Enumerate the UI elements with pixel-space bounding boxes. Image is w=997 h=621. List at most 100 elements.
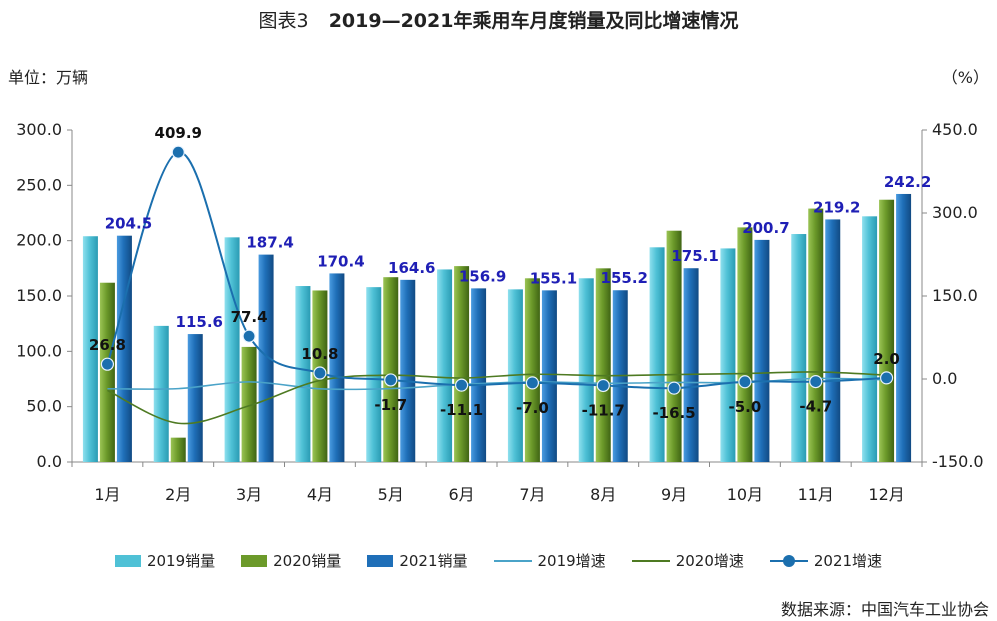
x-tick-label: 5月 [378, 485, 404, 504]
growth-2021-label: 2.0 [873, 350, 900, 368]
bar-2019-sales [578, 278, 594, 462]
sales-2021-label: 187.4 [246, 234, 293, 252]
legend-label: 2020增速 [675, 552, 744, 570]
bar-2021-sales [187, 334, 203, 462]
right-tick-label: 300.0 [932, 203, 978, 222]
sales-2021-label: 155.1 [530, 269, 577, 287]
growth-2021-point [667, 381, 681, 395]
growth-2021-label: -4.7 [799, 398, 832, 416]
sales-2021-label: 200.7 [742, 219, 789, 237]
sales-2021-label: 170.4 [317, 252, 364, 270]
legend-label: 2020销量 [273, 552, 342, 570]
title-text: 2019—2021年乘用车月度销量及同比增速情况 [328, 10, 739, 32]
chart-title: 图表3 2019—2021年乘用车月度销量及同比增速情况 [0, 6, 997, 33]
left-tick-label: 200.0 [16, 231, 62, 250]
legend-item-2021-growth: 2021增速 [769, 550, 883, 571]
bar-2021-sales [471, 288, 487, 462]
bar-2021-sales [329, 273, 345, 462]
growth-2021-point [525, 376, 540, 390]
growth-2021-label: 10.8 [301, 345, 338, 363]
legend-label: 2021增速 [813, 552, 883, 570]
sales-2021-label: 204.5 [105, 215, 152, 233]
growth-2021-point [454, 378, 469, 392]
growth-2021-label: -11.7 [582, 401, 625, 419]
legend-item-2020-sales: 2020销量 [241, 550, 341, 571]
bar-2021-sales [258, 254, 274, 462]
x-tick-label: 9月 [661, 485, 687, 504]
x-tick-label: 6月 [448, 485, 474, 504]
bar-2019-sales [366, 287, 382, 462]
bar-2019-sales [862, 216, 878, 462]
legend-item-2019-sales: 2019销量 [114, 550, 216, 571]
left-tick-label: 0.0 [37, 452, 62, 471]
sales-2021-label: 115.6 [176, 313, 223, 331]
bar-2021-sales [825, 219, 841, 462]
x-tick-label: 8月 [590, 485, 616, 504]
legend-label: 2019销量 [146, 552, 216, 570]
line-2020-growth [107, 371, 887, 425]
growth-2021-point [313, 366, 327, 380]
legend-item-2019-growth: 2019增速 [493, 550, 606, 571]
x-tick-label: 12月 [868, 485, 904, 504]
bar-2019-sales [295, 286, 311, 462]
growth-2021-point [809, 375, 823, 389]
sales-2021-label: 219.2 [813, 198, 860, 216]
bar-2020-sales [808, 208, 824, 462]
left-tick-label: 250.0 [16, 175, 62, 194]
legend-swatch [769, 554, 808, 567]
left-tick-label: 300.0 [16, 120, 62, 139]
left-tick-label: 50.0 [26, 397, 62, 416]
growth-2021-label: 77.4 [231, 308, 268, 326]
right-tick-label: 450.0 [932, 120, 978, 139]
sales-2021-label: 155.2 [601, 269, 648, 287]
bar-2019-sales [153, 325, 169, 462]
right-tick-label: -150.0 [932, 452, 984, 471]
right-tick-label: 0.0 [932, 369, 957, 388]
sales-2021-label: 242.2 [884, 173, 931, 191]
growth-2021-label: -5.0 [729, 398, 762, 416]
right-axis-unit: （%） [941, 68, 989, 87]
legend-label: 2019增速 [537, 552, 606, 570]
growth-2021-label: 26.8 [89, 336, 126, 354]
x-tick-label: 1月 [94, 485, 120, 504]
growth-2021-label: -11.1 [440, 401, 483, 419]
bar-2020-sales [737, 227, 753, 462]
bar-2020-sales [524, 278, 540, 462]
x-tick-label: 3月 [236, 485, 262, 504]
x-tick-label: 11月 [798, 485, 834, 504]
growth-2021-point [100, 357, 115, 371]
legend-swatch [493, 555, 532, 567]
legend-label: 2021销量 [399, 552, 468, 570]
bar-2020-sales [241, 346, 257, 462]
growth-2021-point [384, 373, 398, 387]
x-tick-label: 10月 [727, 485, 763, 504]
legend-item-2021-sales: 2021销量 [367, 550, 468, 571]
growth-2021-label: -1.7 [374, 396, 407, 414]
bar-2020-sales [666, 230, 682, 462]
bar-2021-sales [400, 279, 416, 462]
right-tick-label: 150.0 [932, 286, 978, 305]
figure-number: 图表3 [258, 10, 309, 32]
x-tick-label: 7月 [519, 485, 545, 504]
growth-2021-point [171, 145, 185, 159]
legend-swatch [114, 554, 141, 567]
growth-2021-label: -7.0 [516, 399, 549, 417]
left-axis-unit: 单位：万辆 [8, 68, 89, 87]
bar-2021-sales [683, 268, 699, 462]
bar-2019-sales [437, 269, 453, 462]
sales-2021-label: 175.1 [671, 247, 718, 265]
growth-2021-point [738, 375, 752, 389]
legend: 2019销量 2020销量 2021销量 2019增速 2020增速 2021增… [0, 550, 997, 571]
sales-growth-chart: 0.0 50.0 100.0 150.0 200.0 250.0 300.0 -150.0 0.… [16, 120, 984, 504]
legend-swatch [241, 554, 268, 567]
bar-2021-sales [896, 193, 912, 462]
bar-2019-sales [791, 234, 807, 462]
bar-2021-sales [116, 235, 132, 462]
sales-2021-label: 164.6 [388, 259, 435, 277]
bar-2020-sales [879, 199, 895, 462]
left-tick-label: 150.0 [16, 286, 62, 305]
left-tick-label: 100.0 [16, 341, 62, 360]
bar-2020-sales [383, 277, 399, 462]
bar-2019-sales [82, 236, 98, 462]
legend-swatch [367, 554, 394, 567]
